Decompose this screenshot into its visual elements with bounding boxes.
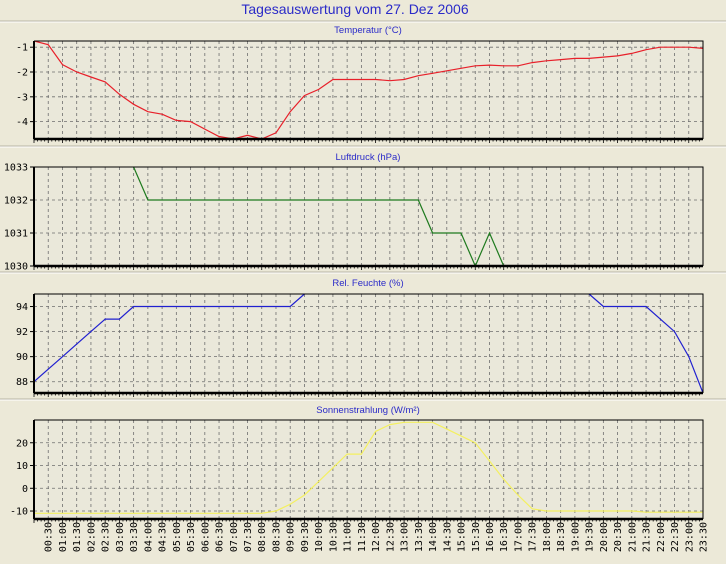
plot-area [34, 41, 703, 139]
x-tick-label: 18:00 [542, 522, 553, 552]
x-tick-label: 15:30 [471, 522, 482, 552]
y-tick-label: 92 [16, 327, 28, 338]
x-tick-label: 21:00 [627, 522, 638, 552]
y-tick-label: -10 [10, 507, 28, 518]
x-tick-label: 21:30 [642, 522, 653, 552]
plot-area [34, 294, 703, 393]
x-tick-label: 19:00 [570, 522, 581, 552]
series-line [133, 167, 505, 266]
y-tick-label: 1031 [4, 229, 28, 240]
chart-panel: Luftdruck (hPa) 1033 1032 1031 1030 [0, 145, 726, 273]
x-tick-label: 09:00 [286, 522, 297, 552]
x-tick-label: 22:00 [656, 522, 667, 552]
y-tick-label: -4 [16, 117, 28, 128]
plot-area [34, 420, 703, 519]
plot-frame [34, 419, 704, 519]
x-tick-label: 13:30 [414, 522, 425, 552]
y-tick-label: 1030 [4, 262, 28, 273]
chart-title: Sonnenstrahlung (W/m²) [316, 405, 419, 416]
x-tick-label: 19:30 [585, 522, 596, 552]
x-tick-label: 12:00 [371, 522, 382, 552]
y-tick-label: -2 [16, 68, 28, 79]
x-tick-label: 17:30 [528, 522, 539, 552]
y-tick-label: 90 [16, 352, 28, 363]
chart-title: Temperatur (°C) [334, 25, 402, 36]
x-tick-label: 23:00 [684, 522, 695, 552]
y-tick-label: -3 [16, 92, 28, 103]
x-tick-label: 14:30 [442, 522, 453, 552]
plot-frame [34, 293, 704, 393]
series-line [34, 421, 703, 514]
y-tick-label: 88 [16, 377, 28, 388]
x-tick-label: 04:00 [143, 522, 154, 552]
x-tick-label: 02:30 [101, 522, 112, 552]
chart-panel: Rel. Feuchte (%) 94 92 90 88 [0, 271, 726, 397]
chart-panel: Sonnenstrahlung (W/m²) 20 10 0 -10 [0, 398, 726, 523]
chart-panel: Temperatur (°C) -1 -2 -3 -4 [0, 20, 726, 143]
x-tick-label: 10:30 [328, 522, 339, 552]
x-tick-label: 12:30 [385, 522, 396, 552]
x-tick-label: 10:00 [314, 522, 325, 552]
x-tick-label: 20:00 [599, 522, 610, 552]
plot-frame [34, 40, 704, 139]
y-tick-label: 1032 [4, 196, 28, 207]
x-tick-label: 16:00 [485, 522, 496, 552]
plot-frame [34, 166, 704, 266]
x-tick-label: 03:30 [129, 522, 140, 552]
x-tick-label: 20:30 [613, 522, 624, 552]
x-tick-label: 18:30 [556, 522, 567, 552]
x-tick-label: 22:30 [670, 522, 681, 552]
x-tick-label: 03:00 [115, 522, 126, 552]
series-line [34, 41, 703, 139]
y-tick-label: 10 [16, 461, 28, 472]
x-tick-label: 16:30 [499, 522, 510, 552]
x-tick-label: 14:00 [428, 522, 439, 552]
report-title: Tagesauswertung vom 27. Dez 2006 [241, 1, 468, 17]
x-tick-label: 23:30 [699, 522, 710, 552]
x-tick-label: 01:00 [58, 522, 69, 552]
y-tick-label: 20 [16, 438, 28, 449]
x-tick-label: 17:00 [513, 522, 524, 552]
x-tick-label: 04:30 [158, 522, 169, 552]
x-tick-label: 08:30 [271, 522, 282, 552]
x-tick-label: 01:30 [72, 522, 83, 552]
y-tick-label: 0 [22, 484, 28, 495]
x-tick-label: 11:30 [357, 522, 368, 552]
x-tick-label: 06:00 [200, 522, 211, 552]
y-tick-label: 1033 [4, 163, 28, 174]
plot-area [34, 167, 703, 266]
x-tick-label: 11:00 [343, 522, 354, 552]
y-tick-label: 94 [16, 302, 28, 313]
x-tick-label: 05:00 [172, 522, 183, 552]
x-tick-label: 08:00 [257, 522, 268, 552]
x-tick-label: 02:00 [86, 522, 97, 552]
series-line [34, 294, 703, 393]
x-tick-label: 07:30 [243, 522, 254, 552]
x-tick-label: 05:30 [186, 522, 197, 552]
x-tick-label: 15:00 [457, 522, 468, 552]
x-tick-label: 06:30 [215, 522, 226, 552]
x-tick-label: 13:00 [400, 522, 411, 552]
chart-title: Luftdruck (hPa) [336, 152, 401, 163]
x-tick-label: 07:00 [229, 522, 240, 552]
x-tick-label: 00:30 [44, 522, 55, 552]
chart-title: Rel. Feuchte (%) [332, 278, 403, 289]
x-tick-label: 09:30 [300, 522, 311, 552]
y-tick-label: -1 [16, 43, 28, 54]
